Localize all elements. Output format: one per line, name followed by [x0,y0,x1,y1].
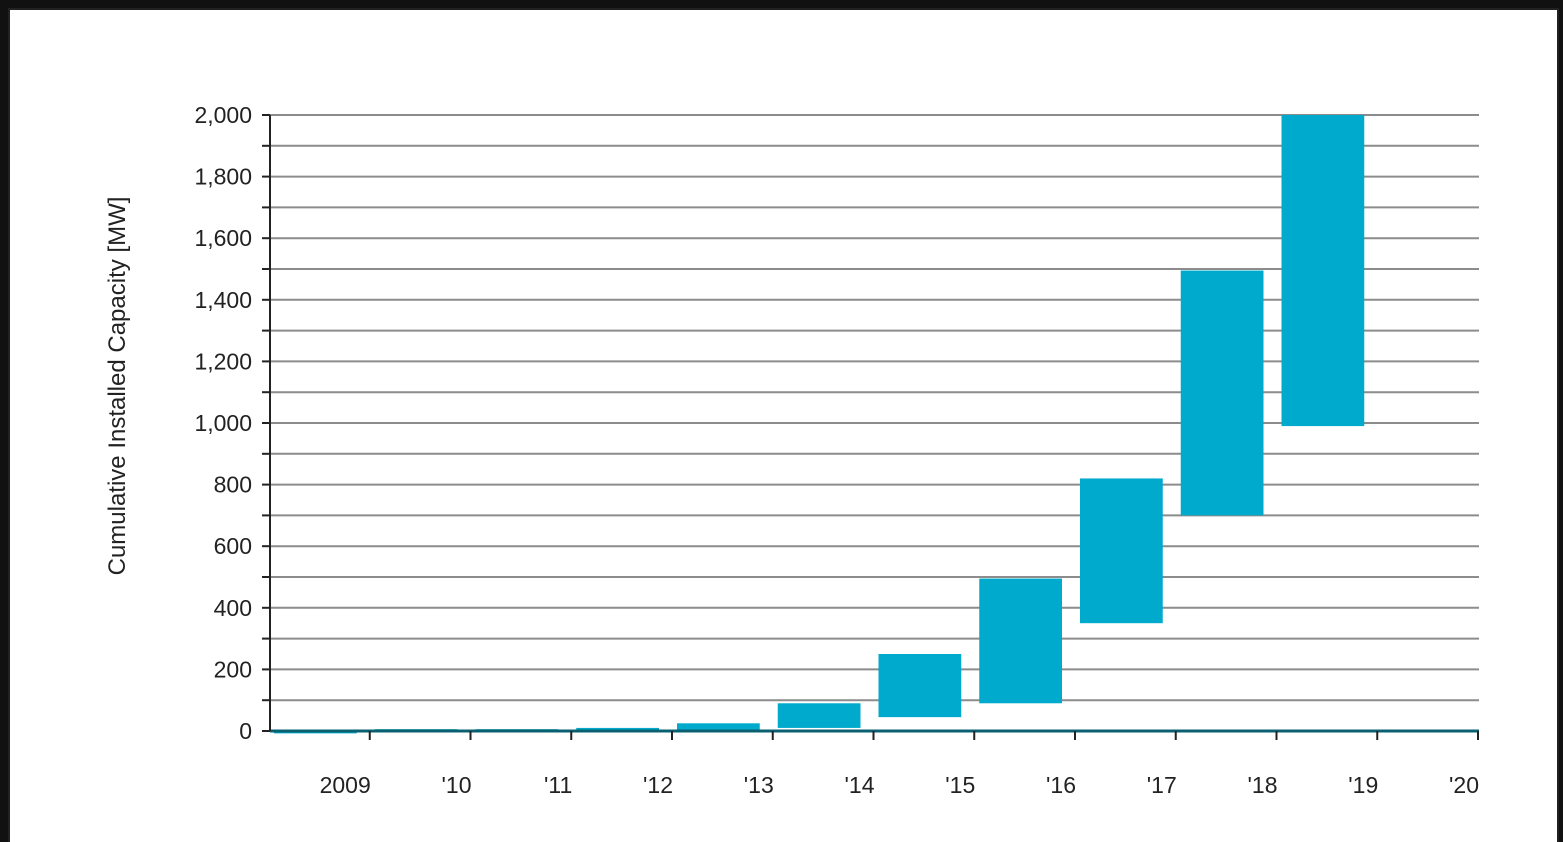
grid-lines [270,114,1479,732]
x-tick-label: '10 [442,772,472,798]
range-bar [576,727,659,731]
x-tick-label: '19 [1348,772,1378,798]
x-tick-labels: 2009 '10 '11 '12 '13 '14 '15 '16 '17 '18 '19 '20 [320,772,1479,798]
y-tick-label: 1,400 [194,287,252,313]
y-tick-label: 0 [239,718,252,744]
y-tick-label: 800 [214,472,252,498]
y-tick-label: 600 [214,533,252,559]
y-tick-label: 1,000 [194,410,252,436]
x-tick-label: '12 [643,772,673,798]
range-bar [979,578,1062,704]
range-bar [1281,115,1365,427]
x-tick-label: '17 [1147,772,1177,798]
chart-inner-border [8,8,1559,842]
range-bar [677,723,760,731]
x-tick-label: '11 [544,772,572,798]
y-tick-label: 200 [214,656,252,682]
y-tick-label: 400 [214,595,252,621]
bar-series [274,115,1365,734]
range-bar [1080,478,1163,624]
x-tick-label: '18 [1248,772,1278,798]
y-tick-label: 1,200 [194,348,252,374]
y-tick-label: 1,800 [194,164,252,190]
range-bar [1180,270,1264,516]
x-tick-label: '20 [1449,772,1479,798]
y-tick-labels: 0 200 400 600 800 1,000 1,200 1,400 1,600 1,800 2,… [194,102,252,744]
range-bar [777,703,861,728]
y-tick-label: 2,000 [194,102,252,128]
y-tick-label: 1,600 [194,225,252,251]
x-tick-label: '16 [1046,772,1076,798]
axes [262,114,1479,740]
range-bar [878,654,962,718]
x-tick-label: 2009 [320,772,371,798]
x-tick-label: '14 [845,772,875,798]
x-tick-label: '13 [744,772,774,798]
x-tick-label: '15 [945,772,975,798]
y-axis-title: Cumulative Installed Capacity [MW] [104,197,131,576]
